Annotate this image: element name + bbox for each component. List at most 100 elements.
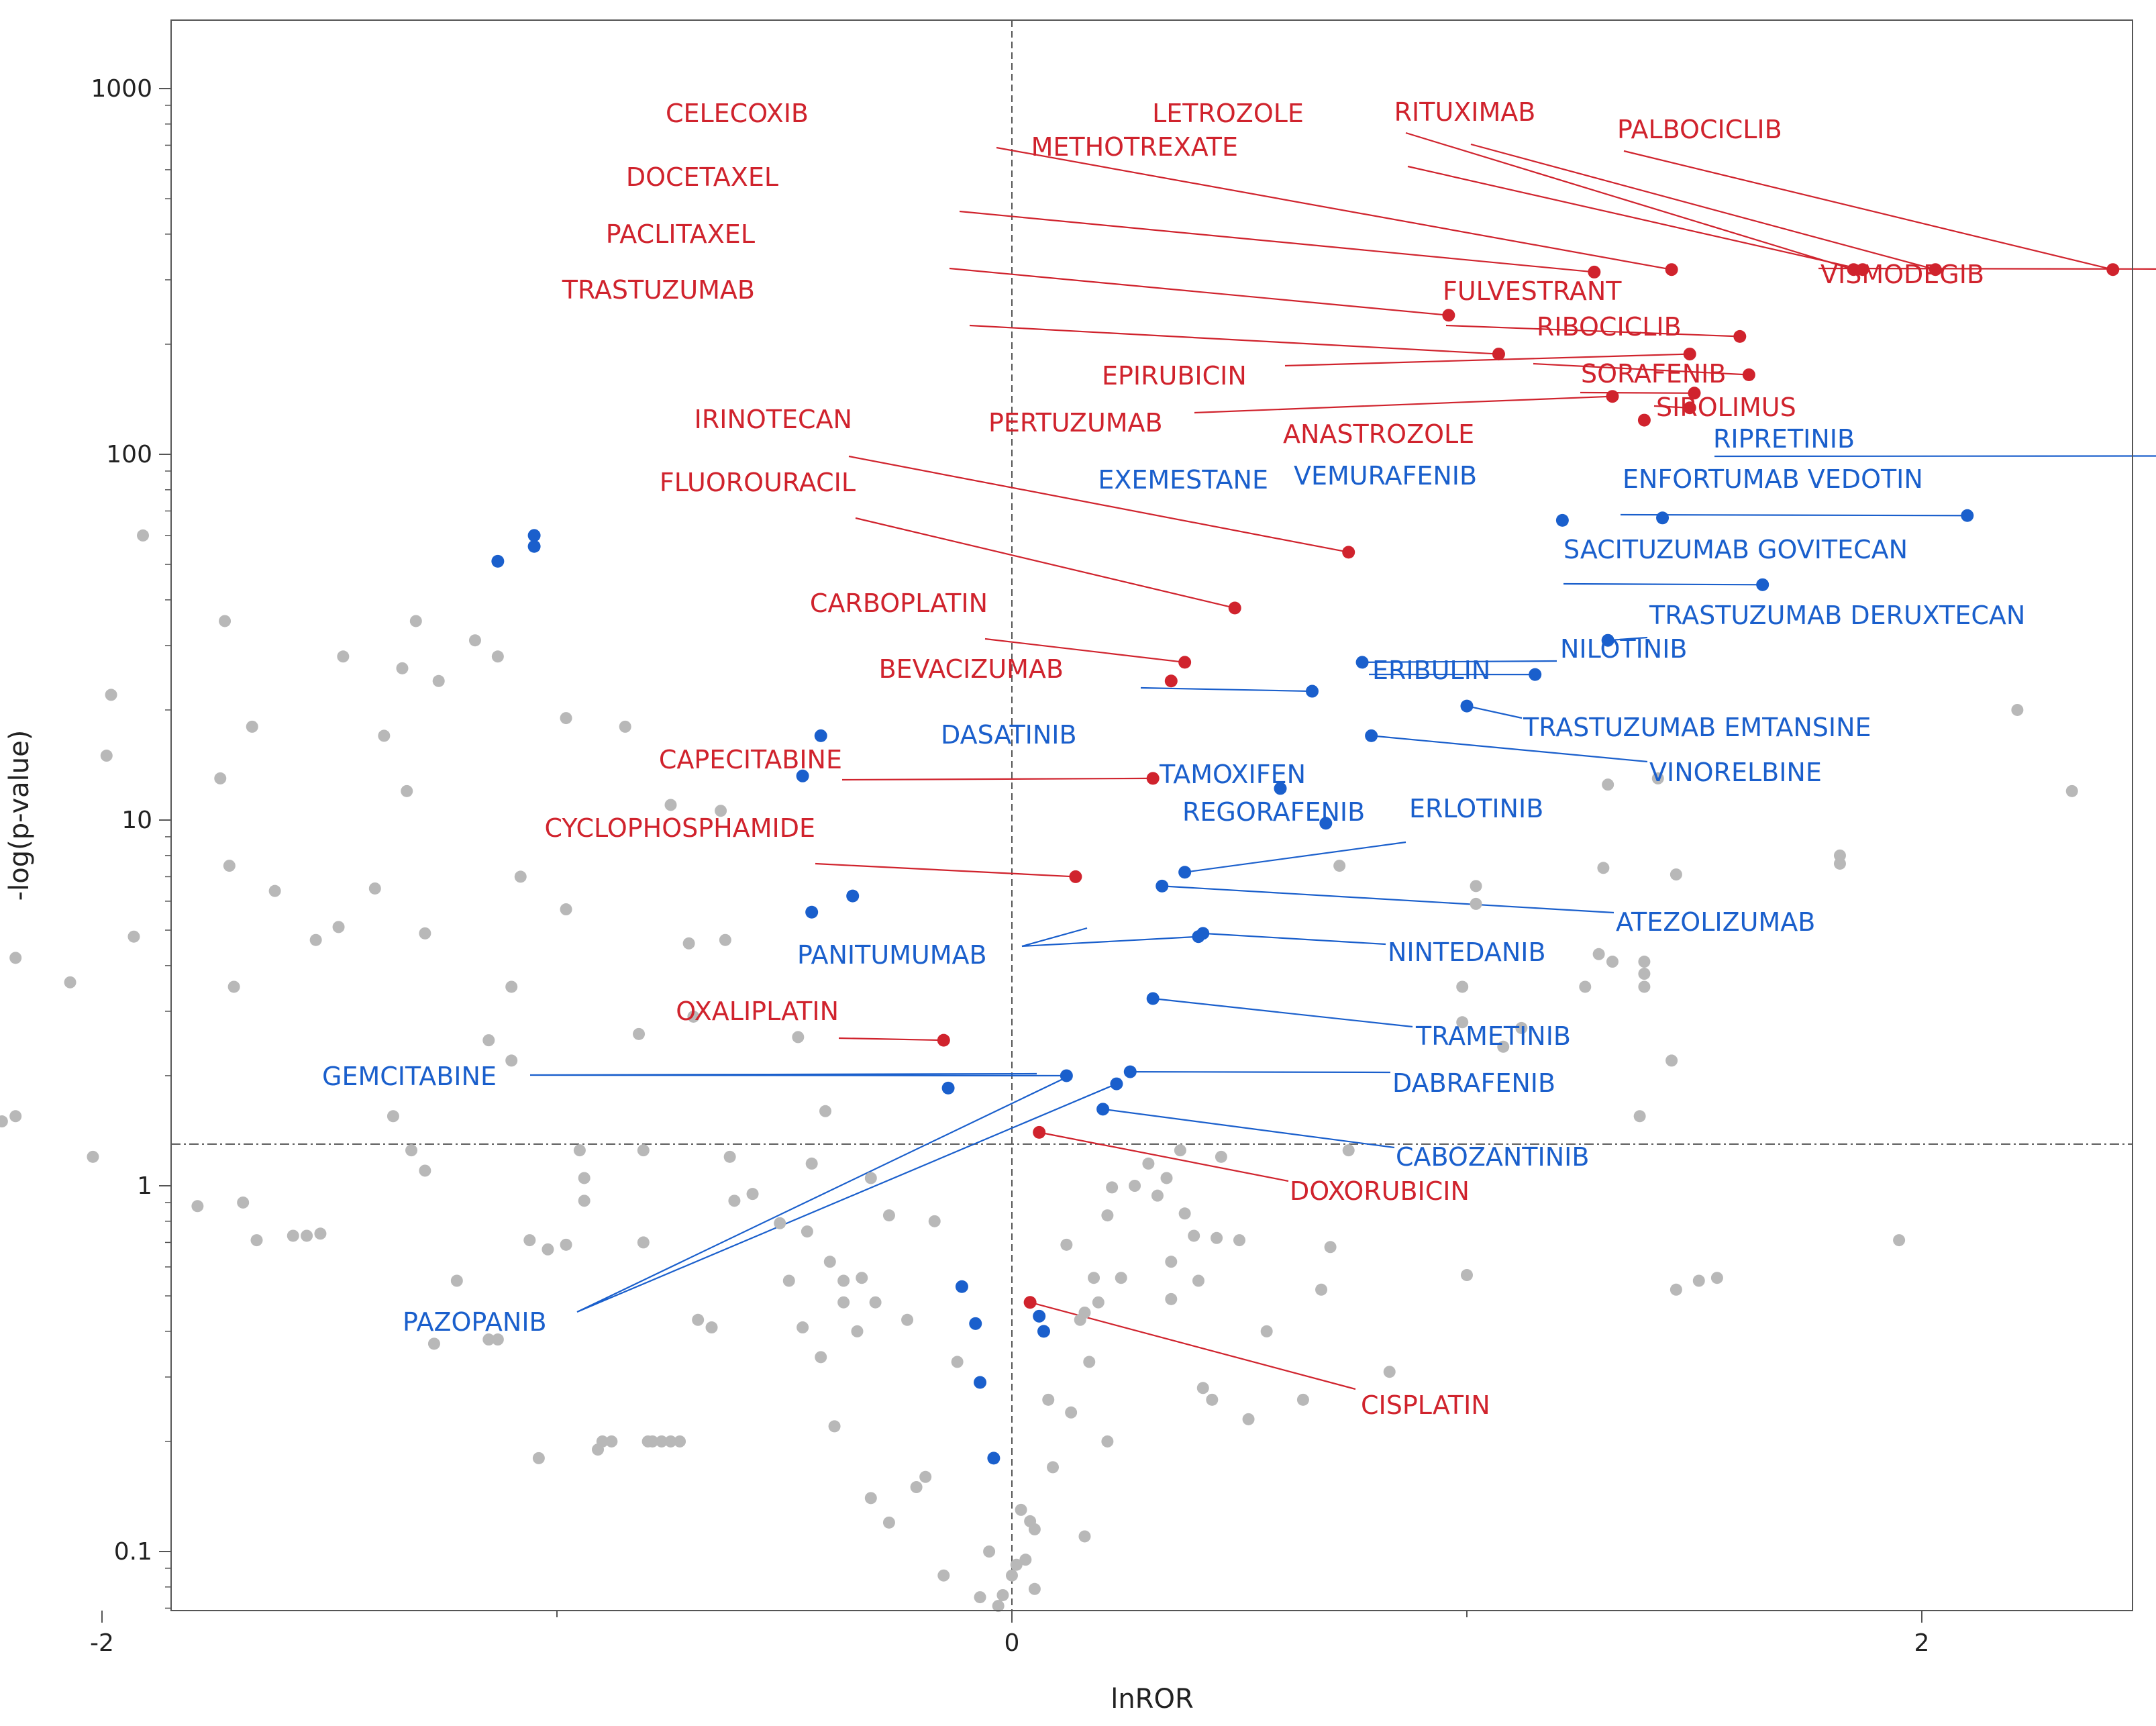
leader-doxorubicin [1039,1131,1289,1182]
grey-point [1470,880,1482,893]
leader-epirubicin [1284,353,1690,367]
label-fluorouracil: FLUOROURACIL [660,468,856,497]
grey-point [856,1272,868,1284]
y-axis-title: -log(p-value) [4,730,35,901]
grey-point [728,1195,741,1207]
point-pazopanib [1110,1077,1123,1090]
leader-letrozole [1405,132,1854,270]
x-tick-label: 0 [1005,1629,1020,1657]
grey-point [227,980,240,993]
label-tamoxifen: TAMOXIFEN [1159,760,1306,789]
blue-point [987,1452,1000,1465]
label-bevacizumab: BEVACIZUMAB [879,654,1064,684]
grey-point [715,805,727,817]
grey-point [837,1296,850,1309]
point-labels: RIPRETINIB EXEMESTANE VEMURAFENIB ENFORTUMA… [322,97,2025,1420]
label-anastrozole: ANASTROZOLE [1283,419,1474,449]
grey-point [633,1027,646,1040]
label-vismodegib: VISMODEGIB [1820,260,1984,289]
grey-point [1315,1283,1328,1296]
label-trastuzumab-emtansine: TRASTUZUMAB EMTANSINE [1523,713,1871,742]
x-tick-label: 2 [1914,1629,1930,1657]
grey-point [523,1234,536,1247]
grey-point [2011,703,2024,716]
point-dasatinib [1305,684,1319,698]
grey-point [137,529,150,542]
grey-point [1142,1157,1155,1170]
grey-point [482,1034,495,1047]
grey-point [596,1435,609,1448]
grey-point [368,882,381,895]
grey-point [655,1435,668,1448]
y-tick-label: 1 [137,1172,152,1200]
point-doxorubicin [1033,1125,1046,1139]
grey-point [0,1115,8,1128]
leader-methotrexate [1407,165,1863,270]
leader-palbociclib [1623,150,2114,270]
leader-paclitaxel [949,267,1449,316]
grey-point [1019,1554,1032,1566]
grey-point [937,1569,950,1582]
grey-point [983,1545,996,1558]
point-irinotecan [1342,546,1355,559]
leader-trastuzumab-deruxtecan [1608,636,1648,642]
blue-point [1037,1325,1050,1338]
grey-point [919,1470,932,1483]
grey-point [1497,1040,1510,1053]
label-pazopanib: PAZOPANIB [403,1307,547,1337]
grey-point [774,1217,786,1229]
label-trastuzumab: TRASTUZUMAB [562,275,755,305]
grey-point [100,750,113,762]
grey-point [1078,1306,1091,1319]
blue-point [974,1376,987,1389]
blue-point [814,729,827,742]
grey-point [505,1054,518,1067]
grey-point [1602,778,1614,791]
grey-point [851,1325,864,1337]
grey-point [250,1234,263,1247]
grey-point [1092,1296,1105,1309]
grey-point [719,933,731,946]
grey-point [1242,1413,1255,1425]
grey-point [605,1435,618,1448]
point-rituximab [1929,263,1942,276]
grey-point [1211,1231,1223,1244]
grey-point [9,952,22,964]
grey-point [996,1588,1009,1601]
grey-point [1028,1523,1041,1535]
point-trastuzumab [1492,348,1505,361]
point-cyclophosphamide [1069,870,1082,883]
label-fulvestrant: FULVESTRANT [1443,276,1622,306]
grey-point [1342,1144,1355,1157]
grey-point [1638,956,1651,968]
label-celecoxib: CELECOXIB [666,99,809,128]
point-bevacizumab [1164,674,1178,688]
point-anastrozole [1637,413,1651,427]
blue-point [969,1317,982,1330]
point-paclitaxel [1442,309,1455,322]
point-sacituzumab-govitecan [1756,578,1769,591]
leader-celecoxib [996,146,1672,270]
grey-point [723,1150,736,1163]
point-epirubicin [1683,348,1696,361]
grey-point [1665,1054,1678,1067]
grey-point [268,884,281,897]
grey-point [223,860,236,872]
grey-point [542,1243,554,1256]
label-vinorelbine: VINORELBINE [1649,758,1822,787]
grey-point [828,1420,841,1433]
point-sorafenib [1688,387,1701,400]
grey-point [1015,1503,1027,1516]
grey-point [1651,772,1664,784]
grey-point [1579,980,1592,993]
y-tick-label: 10 [121,807,152,834]
grey-point [1638,980,1651,993]
leader-erlotinib [1184,841,1406,873]
point-vemurafenib [1656,511,1670,525]
x-tick-label: -2 [90,1629,114,1657]
point-fluorouracil [1228,601,1241,615]
grey-point [637,1236,650,1249]
point-nintedanib [1196,927,1210,940]
label-pertuzumab: PERTUZUMAB [988,408,1163,438]
point-trametinib [1146,992,1160,1005]
